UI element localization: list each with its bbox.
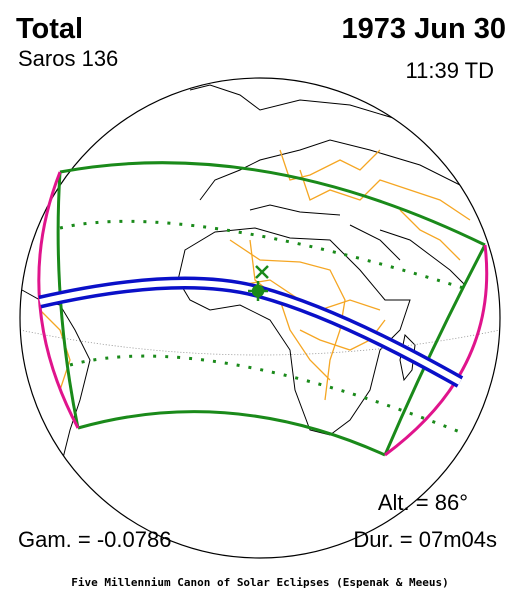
- greatest-eclipse: [248, 265, 269, 301]
- globe-outline: [19, 77, 501, 559]
- time: 11:39 TD: [406, 58, 494, 83]
- equator: [20, 329, 500, 356]
- date: 1973 Jun 30: [342, 13, 506, 45]
- altitude: Alt. = 86°: [378, 490, 468, 515]
- saros: Saros 136: [18, 46, 118, 71]
- max-eclipse-lines: [59, 219, 471, 434]
- gamma: Gam. = -0.0786: [18, 527, 171, 552]
- penumbra-limits: [56, 161, 487, 457]
- borders: [39, 149, 471, 401]
- duration: Dur. = 07m04s: [353, 527, 497, 552]
- credit: Five Millennium Canon of Solar Eclipses …: [71, 576, 449, 589]
- eclipse-type: Total: [16, 13, 83, 45]
